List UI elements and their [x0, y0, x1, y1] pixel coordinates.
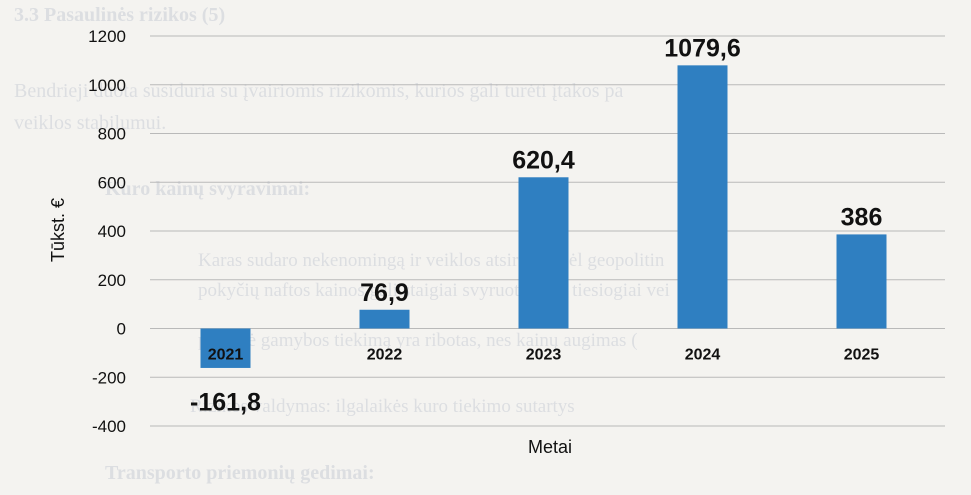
bar [677, 65, 728, 329]
x-axis-title: Metai [528, 437, 572, 457]
data-label: 386 [841, 203, 883, 231]
y-tick-label: 200 [98, 271, 126, 290]
y-tick-label: 1200 [88, 27, 126, 46]
data-label: 1079,6 [664, 34, 740, 62]
bars [200, 65, 887, 368]
category-label: 2021 [208, 347, 244, 364]
data-label: 76,9 [360, 279, 409, 307]
y-tick-label: -200 [92, 368, 126, 387]
y-axis-title: Tūkst. € [48, 198, 68, 262]
bar [518, 177, 569, 329]
bar [359, 309, 410, 329]
data-label: -161,8 [190, 389, 261, 417]
category-label: 2023 [526, 347, 562, 364]
y-axis-ticks: -400 -200 0 200 400 600 800 1000 1200 [88, 27, 126, 436]
category-labels: 2021 2022 2023 2024 2025 [208, 347, 880, 364]
data-label: 620,4 [512, 146, 575, 174]
category-label: 2024 [685, 347, 721, 364]
data-labels: -161,8 76,9 620,4 1079,6 386 [190, 34, 882, 416]
y-tick-label: -400 [92, 417, 126, 436]
y-tick-label: 800 [98, 125, 126, 144]
bar [836, 234, 887, 329]
y-tick-label: 400 [98, 222, 126, 241]
y-tick-label: 1000 [88, 76, 126, 95]
category-label: 2022 [367, 347, 403, 364]
y-tick-label: 0 [117, 320, 126, 339]
bar [200, 328, 251, 368]
category-label: 2025 [844, 347, 880, 364]
y-tick-label: 600 [98, 173, 126, 192]
